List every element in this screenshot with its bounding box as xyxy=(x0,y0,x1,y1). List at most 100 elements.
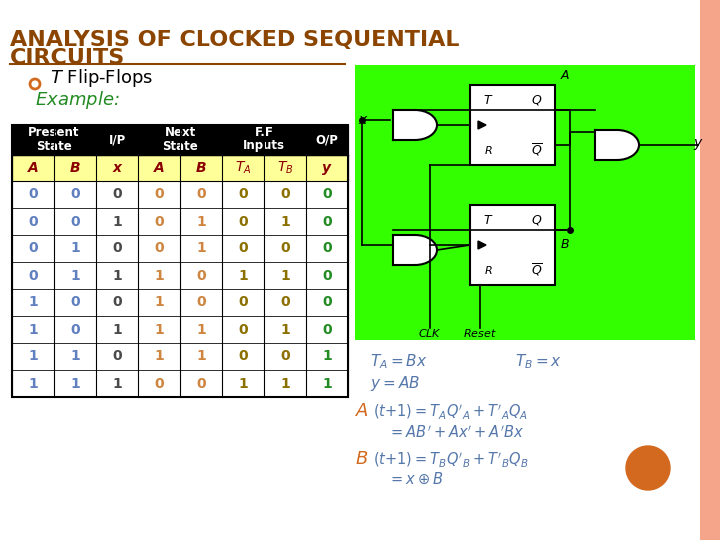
Text: Next: Next xyxy=(164,126,196,139)
Bar xyxy=(12,316,348,343)
Text: 0: 0 xyxy=(280,349,290,363)
Bar xyxy=(12,262,348,289)
Text: $T_B$: $T_B$ xyxy=(276,160,293,176)
Text: 0: 0 xyxy=(238,322,248,336)
Text: State: State xyxy=(162,139,198,152)
Text: $y$: $y$ xyxy=(693,138,703,152)
Bar xyxy=(12,125,348,397)
Text: $T_B = x$: $T_B = x$ xyxy=(515,352,562,370)
Text: 1: 1 xyxy=(196,214,206,228)
Polygon shape xyxy=(478,241,486,249)
Text: 1: 1 xyxy=(154,268,164,282)
Text: $Reset$: $Reset$ xyxy=(463,327,497,339)
Bar xyxy=(12,343,348,370)
Text: 0: 0 xyxy=(196,268,206,282)
Text: 1: 1 xyxy=(112,268,122,282)
Text: 1: 1 xyxy=(28,295,38,309)
Text: 1: 1 xyxy=(154,349,164,363)
Text: 0: 0 xyxy=(322,214,332,228)
Text: 0: 0 xyxy=(112,187,122,201)
Text: 0: 0 xyxy=(196,376,206,390)
Text: 0: 0 xyxy=(154,376,164,390)
Text: 0: 0 xyxy=(112,241,122,255)
Text: $Q$: $Q$ xyxy=(531,213,543,227)
Text: $\it{T}$ Flip-Flops: $\it{T}$ Flip-Flops xyxy=(50,67,153,89)
Text: $(t{+}1) = T_AQ'_A + T'_AQ_A$: $(t{+}1) = T_AQ'_A + T'_AQ_A$ xyxy=(373,402,528,421)
Text: $A$: $A$ xyxy=(560,69,570,82)
Text: 1: 1 xyxy=(196,349,206,363)
Text: 1: 1 xyxy=(112,214,122,228)
Text: 1: 1 xyxy=(238,268,248,282)
Text: x: x xyxy=(112,161,122,175)
Text: 0: 0 xyxy=(322,241,332,255)
Text: 1: 1 xyxy=(154,322,164,336)
Text: 1: 1 xyxy=(280,376,290,390)
Text: 0: 0 xyxy=(112,349,122,363)
Text: B: B xyxy=(70,161,81,175)
Bar xyxy=(12,289,348,316)
Text: 0: 0 xyxy=(238,295,248,309)
Text: $\mathit{B}$: $\mathit{B}$ xyxy=(355,450,368,468)
Text: 1: 1 xyxy=(70,268,80,282)
Text: 1: 1 xyxy=(196,241,206,255)
Text: $Q$: $Q$ xyxy=(531,93,543,107)
Text: O/P: O/P xyxy=(315,133,338,146)
Text: 1: 1 xyxy=(70,376,80,390)
Text: 0: 0 xyxy=(196,187,206,201)
Text: 0: 0 xyxy=(70,322,80,336)
Bar xyxy=(12,125,348,155)
Text: 0: 0 xyxy=(280,241,290,255)
Text: ANALYSIS OF CLOCKED SEQUENTIAL: ANALYSIS OF CLOCKED SEQUENTIAL xyxy=(10,30,459,50)
Bar xyxy=(12,235,348,262)
Text: 1: 1 xyxy=(322,376,332,390)
Text: 1: 1 xyxy=(112,322,122,336)
Text: 1: 1 xyxy=(238,376,248,390)
Text: 1: 1 xyxy=(280,214,290,228)
Text: Present: Present xyxy=(28,126,80,139)
Bar xyxy=(12,155,348,181)
Text: 0: 0 xyxy=(70,187,80,201)
Text: 1: 1 xyxy=(280,268,290,282)
Text: 0: 0 xyxy=(322,322,332,336)
Text: 0: 0 xyxy=(28,214,38,228)
Text: 0: 0 xyxy=(238,241,248,255)
Text: $x$: $x$ xyxy=(358,113,369,127)
Text: $(t{+}1) = T_BQ'_B + T'_BQ_B$: $(t{+}1) = T_BQ'_B + T'_BQ_B$ xyxy=(373,450,528,469)
Text: 1: 1 xyxy=(28,349,38,363)
Text: 0: 0 xyxy=(28,268,38,282)
Text: 1: 1 xyxy=(154,295,164,309)
Bar xyxy=(470,205,555,285)
Text: 1: 1 xyxy=(70,241,80,255)
Text: 0: 0 xyxy=(154,241,164,255)
Polygon shape xyxy=(595,130,639,160)
Text: 0: 0 xyxy=(28,241,38,255)
Text: 0: 0 xyxy=(154,187,164,201)
Text: 1: 1 xyxy=(28,376,38,390)
Text: A: A xyxy=(27,161,38,175)
Text: $CLK$: $CLK$ xyxy=(418,327,442,339)
Text: $\overline{Q}$: $\overline{Q}$ xyxy=(531,142,543,158)
Text: B: B xyxy=(196,161,207,175)
Text: 0: 0 xyxy=(154,214,164,228)
Text: 0: 0 xyxy=(70,214,80,228)
Polygon shape xyxy=(478,121,486,129)
Text: $T_A$: $T_A$ xyxy=(235,160,251,176)
Text: y: y xyxy=(323,161,331,175)
Polygon shape xyxy=(393,110,437,140)
Text: 0: 0 xyxy=(112,295,122,309)
Text: 0: 0 xyxy=(238,214,248,228)
Text: 0: 0 xyxy=(70,295,80,309)
Text: 0: 0 xyxy=(28,187,38,201)
Bar xyxy=(355,65,695,340)
Text: $T$: $T$ xyxy=(483,213,493,226)
Text: $\overline{Q}$: $\overline{Q}$ xyxy=(531,262,543,278)
Text: 0: 0 xyxy=(238,187,248,201)
Text: 1: 1 xyxy=(28,322,38,336)
Text: $T_A = Bx$: $T_A = Bx$ xyxy=(370,352,428,370)
Text: $R$: $R$ xyxy=(484,264,492,276)
Bar xyxy=(470,85,555,165)
Text: 0: 0 xyxy=(280,187,290,201)
Bar xyxy=(12,208,348,235)
Text: 0: 0 xyxy=(322,268,332,282)
Text: $B$: $B$ xyxy=(560,239,570,252)
